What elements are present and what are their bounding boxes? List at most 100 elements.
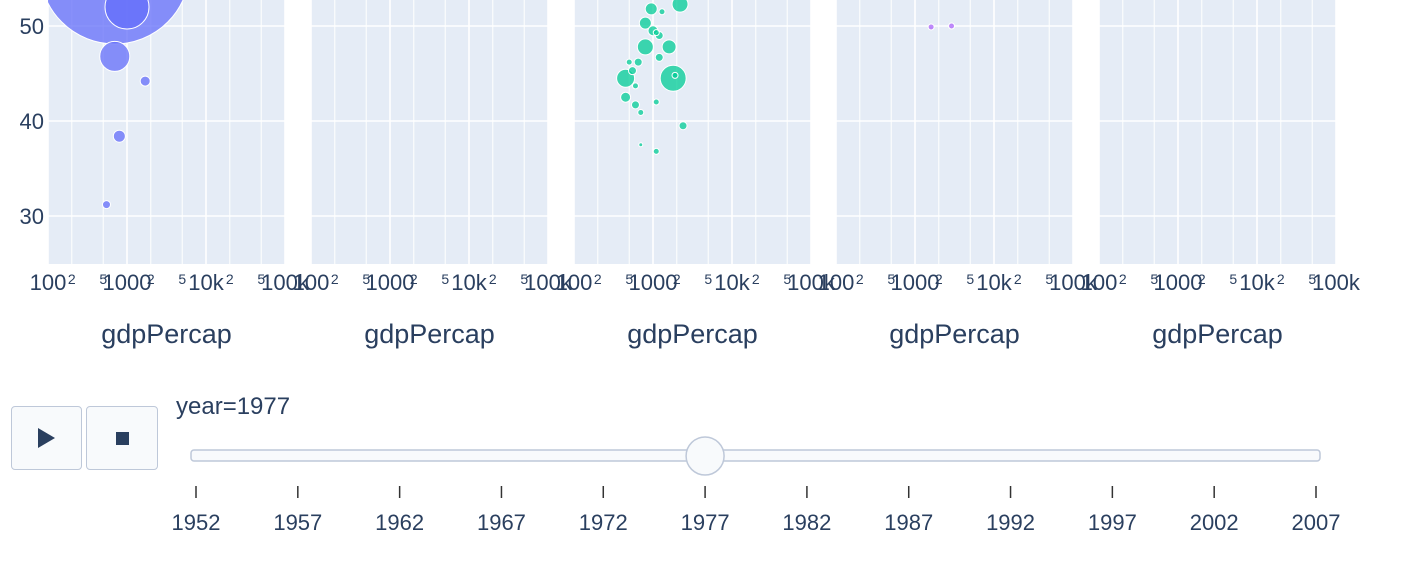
x-minor-tick-label: 5 [704, 271, 712, 287]
data-point [101, 200, 111, 210]
x-minor-tick-label: 5 [99, 271, 107, 287]
x-axis-title: gdpPercap [101, 319, 232, 349]
slider-step-label: 2002 [1190, 510, 1239, 535]
x-minor-tick-label: 2 [147, 271, 155, 287]
x-minor-tick-label: 2 [410, 271, 418, 287]
data-point [627, 66, 637, 76]
x-tick-label: 1000 [629, 270, 678, 295]
slider-step-label: 1977 [681, 510, 730, 535]
slider-step-label: 2007 [1292, 510, 1341, 535]
x-minor-tick-label: 5 [441, 271, 449, 287]
plot-area [48, 0, 285, 264]
x-minor-tick-label: 2 [752, 271, 760, 287]
data-point [633, 57, 643, 67]
data-point [112, 129, 126, 143]
x-axis-title: gdpPercap [1152, 319, 1283, 349]
data-point [625, 58, 633, 66]
facet-panel-2: 100 1000 10k 100k 2 5 2 5 2 5 gdpPercap [293, 0, 573, 349]
x-tick-label: 100 [1081, 270, 1118, 295]
facet-panel-5: 100 1000 10k 100k 2 5 2 5 2 5 gdpPercap [1081, 0, 1361, 349]
x-tick-label: 10k [1239, 270, 1275, 295]
stop-button[interactable] [86, 406, 158, 470]
plot-area [1099, 0, 1336, 264]
data-point [671, 71, 679, 79]
data-point [658, 8, 666, 16]
x-minor-tick-label: 2 [331, 271, 339, 287]
data-point [139, 75, 151, 87]
x-tick-label: 100 [293, 270, 330, 295]
current-year-label: year=1977 [176, 393, 290, 421]
x-minor-tick-label: 5 [362, 271, 370, 287]
data-point [948, 22, 956, 30]
slider-rail [190, 449, 1321, 462]
bubble-group [616, 0, 689, 155]
bubble-group [927, 22, 956, 31]
x-minor-tick-label: 5 [625, 271, 633, 287]
x-minor-tick-label: 2 [856, 271, 864, 287]
y-tick-label: 40 [20, 109, 44, 134]
data-point [638, 16, 652, 30]
facet-panel-1: 100 1000 10k 100k 2 5 2 5 2 5 gdpPercap 30 40 50 [20, 0, 310, 349]
x-tick-label: 100k [1049, 270, 1098, 295]
x-minor-tick-label: 2 [673, 271, 681, 287]
slider-step-label: 1997 [1088, 510, 1137, 535]
slider-step-label: 1957 [273, 510, 322, 535]
x-minor-tick-label: 2 [1198, 271, 1206, 287]
x-minor-tick-label: 5 [1045, 271, 1053, 287]
data-point [631, 82, 639, 90]
x-minor-tick-label: 2 [594, 271, 602, 287]
x-minor-tick-label: 2 [1277, 271, 1285, 287]
play-button[interactable] [11, 406, 82, 470]
x-tick-label: 1000 [366, 270, 415, 295]
data-point [104, 0, 150, 30]
x-tick-label: 100k [787, 270, 836, 295]
x-minor-tick-label: 2 [935, 271, 943, 287]
data-point [671, 0, 689, 13]
x-minor-tick-label: 2 [1119, 271, 1127, 287]
bubble-group [48, 0, 184, 210]
x-tick-label: 10k [714, 270, 750, 295]
year-value: 1977 [236, 393, 291, 420]
x-axis-title: gdpPercap [627, 319, 758, 349]
data-point [99, 40, 131, 72]
x-minor-tick-label: 5 [966, 271, 974, 287]
slider-step-label: 1982 [782, 510, 831, 535]
x-minor-tick-label: 2 [1014, 271, 1022, 287]
data-point [638, 142, 644, 148]
y-tick-label: 50 [20, 14, 44, 39]
x-tick-label: 100k [524, 270, 573, 295]
x-tick-label: 1000 [891, 270, 940, 295]
x-minor-tick-label: 2 [489, 271, 497, 287]
facet-panel-3: 100 1000 10k 100k 2 5 2 5 2 5 gdpPercap [556, 0, 836, 349]
data-point [620, 91, 632, 103]
x-minor-tick-label: 5 [783, 271, 791, 287]
year-prefix: year= [176, 393, 237, 420]
data-point [678, 121, 688, 131]
x-axis-title: gdpPercap [889, 319, 1020, 349]
x-tick-label: 10k [976, 270, 1012, 295]
slider-step-label: 1992 [986, 510, 1035, 535]
stop-icon [115, 431, 129, 445]
slider-step-label: 1967 [477, 510, 526, 535]
x-minor-tick-label: 5 [1308, 271, 1316, 287]
facet-panel-4: 100 1000 10k 100k 2 5 2 5 2 5 gdpPercap [818, 0, 1098, 349]
slider-step-label: 1952 [172, 510, 221, 535]
x-minor-tick-label: 5 [520, 271, 528, 287]
plot-area [836, 0, 1073, 264]
slider-step-label: 1987 [884, 510, 933, 535]
data-point [637, 108, 645, 116]
x-minor-tick-label: 5 [257, 271, 265, 287]
x-minor-tick-label: 2 [68, 271, 76, 287]
x-tick-label: 10k [188, 270, 224, 295]
x-tick-label: 100k [261, 270, 310, 295]
slider-handle[interactable] [685, 436, 725, 476]
data-point [636, 38, 654, 56]
x-tick-label: 1000 [103, 270, 152, 295]
plot-area [574, 0, 811, 264]
plot-area [311, 0, 548, 264]
x-minor-tick-label: 5 [887, 271, 895, 287]
slider-step-label: 1972 [579, 510, 628, 535]
x-tick-label: 10k [451, 270, 487, 295]
x-axis-title: gdpPercap [364, 319, 495, 349]
